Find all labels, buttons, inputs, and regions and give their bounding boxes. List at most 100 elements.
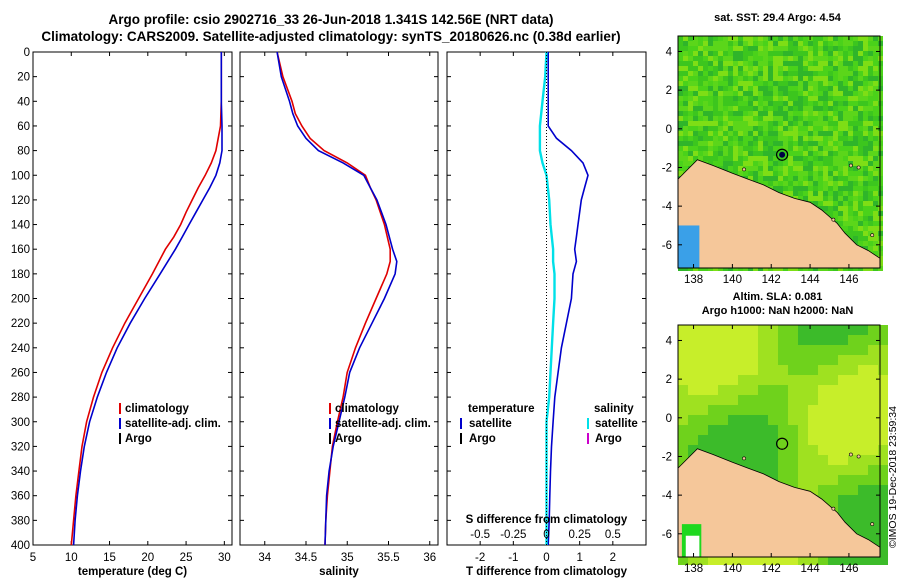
map-cell — [798, 455, 808, 465]
map-cell — [853, 141, 858, 146]
map-cell — [828, 435, 838, 445]
map-cell — [813, 126, 818, 131]
map-cell — [868, 226, 873, 231]
map-cell — [868, 116, 873, 121]
map-cell — [868, 535, 878, 545]
map-cell — [713, 81, 718, 86]
map-cell — [848, 375, 858, 385]
map-cell — [768, 46, 773, 51]
map-cell — [858, 141, 863, 146]
map-cell — [873, 76, 878, 81]
map-cell — [793, 56, 798, 61]
map-cell — [733, 61, 738, 66]
map-cell — [833, 186, 838, 191]
map-cell — [818, 375, 828, 385]
map-x-tick-label: 142 — [762, 274, 781, 286]
map-cell — [868, 176, 873, 181]
map-cell — [758, 345, 768, 355]
map-cell — [688, 66, 693, 71]
map-cell — [833, 181, 838, 186]
y-tick-label: 20 — [17, 72, 30, 84]
map-cell — [863, 126, 868, 131]
map-cell — [798, 385, 808, 395]
map-cell — [828, 36, 833, 41]
map-cell — [793, 181, 798, 186]
map-cell — [748, 81, 753, 86]
map-cell — [848, 101, 853, 106]
map-cell — [803, 81, 808, 86]
map-cell — [758, 415, 768, 425]
map-cell — [853, 166, 858, 171]
map-cell — [693, 146, 698, 151]
map-cell — [778, 385, 788, 395]
map-cell — [828, 46, 833, 51]
map-cell — [838, 161, 843, 166]
map-cell — [873, 136, 878, 141]
map-cell — [838, 66, 843, 71]
map-cell — [873, 186, 878, 191]
map-cell — [778, 81, 783, 86]
map-cell — [723, 51, 728, 56]
map-cell — [853, 201, 858, 206]
map-cell — [863, 131, 868, 136]
map-cell — [858, 495, 868, 505]
map-cell — [828, 106, 833, 111]
map-cell — [858, 71, 863, 76]
map-cell — [788, 176, 793, 181]
map-cell — [723, 106, 728, 111]
map-cell — [738, 71, 743, 76]
map-cell — [768, 86, 773, 91]
map-cell — [748, 96, 753, 101]
map-cell — [728, 415, 738, 425]
map-cell — [708, 51, 713, 56]
map-cell — [828, 375, 838, 385]
map-cell — [708, 101, 713, 106]
map-cell — [753, 101, 758, 106]
map-cell — [718, 325, 728, 335]
map-cell — [848, 216, 853, 221]
map-cell — [823, 126, 828, 131]
map-cell — [728, 455, 738, 465]
map-cell — [793, 71, 798, 76]
map-cell — [758, 156, 763, 161]
map-cell — [828, 96, 833, 101]
map-cell — [798, 181, 803, 186]
map-cell — [863, 91, 868, 96]
map-cell — [868, 495, 878, 505]
map-cell — [778, 345, 788, 355]
map-cell — [838, 445, 848, 455]
map-cell — [758, 355, 768, 365]
map-cell — [868, 216, 873, 221]
title-line-1: Argo profile: csio 2902716_33 26-Jun-201… — [108, 12, 554, 27]
map-cell — [858, 385, 868, 395]
map-cell — [863, 206, 868, 211]
map-cell — [678, 415, 688, 425]
map-cell — [838, 121, 843, 126]
map-cell — [808, 71, 813, 76]
map-cell — [858, 211, 863, 216]
map-cell — [828, 475, 838, 485]
map-cell — [818, 445, 828, 455]
map-cell — [768, 106, 773, 111]
map-cell — [788, 191, 793, 196]
map-x-tick-label: 142 — [762, 563, 781, 575]
map-cell — [778, 101, 783, 106]
argo-position-marker — [776, 437, 789, 450]
map-cell — [728, 166, 733, 171]
map-cell — [808, 41, 813, 46]
map-cell — [848, 515, 858, 525]
map-cell — [863, 146, 868, 151]
title-line-2: Climatology: CARS2009. Satellite-adjuste… — [41, 29, 621, 44]
map-cell — [823, 186, 828, 191]
map-cell — [863, 166, 868, 171]
x-axis-label: T difference from climatology — [466, 566, 628, 578]
map-cell — [748, 46, 753, 51]
map-cell — [703, 106, 708, 111]
map-cell — [713, 141, 718, 146]
map-cell — [718, 126, 723, 131]
y-tick-label: 220 — [11, 318, 30, 330]
map-x-tick-label: 144 — [800, 563, 820, 575]
map-cell — [863, 56, 868, 61]
map-cell — [788, 91, 793, 96]
map-cell — [693, 91, 698, 96]
